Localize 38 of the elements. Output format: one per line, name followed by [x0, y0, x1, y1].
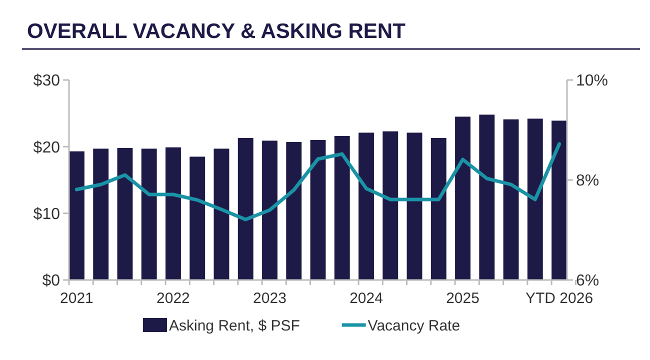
bar — [166, 147, 181, 280]
bar — [334, 136, 350, 280]
bar — [310, 140, 326, 280]
x-tick-label: 2025 — [446, 290, 480, 307]
x-tick-label: 2022 — [156, 290, 190, 307]
bar — [552, 120, 567, 280]
bar — [358, 132, 374, 280]
bar — [117, 148, 133, 280]
bar — [382, 131, 398, 280]
bar — [69, 151, 84, 280]
bar — [190, 156, 206, 280]
bar — [141, 148, 157, 280]
bar — [455, 116, 470, 280]
x-tick-label: 2021 — [60, 290, 94, 307]
y2-tick-label: 10% — [576, 72, 608, 90]
legend-label: Asking Rent, $ PSF — [169, 317, 300, 334]
bar — [503, 119, 519, 280]
legend-label: Vacancy Rate — [368, 317, 460, 334]
bar — [93, 148, 109, 280]
y-tick-label: $20 — [33, 139, 60, 156]
x-tick-label: YTD 2026 — [526, 290, 594, 307]
y-tick-label: $0 — [42, 272, 60, 290]
y-tick-label: $30 — [33, 72, 60, 90]
bar — [479, 114, 495, 280]
line-series — [74, 142, 562, 222]
y2-tick-label: 8% — [576, 172, 600, 190]
bar — [286, 142, 302, 280]
bar — [406, 132, 422, 280]
chart-title: OVERALL VACANCY & ASKING RENT — [27, 20, 406, 43]
bar — [238, 138, 254, 280]
bar — [527, 118, 543, 280]
bar — [430, 138, 446, 280]
y-tick-label: $10 — [33, 206, 60, 223]
y2-tick-label: 6% — [576, 272, 600, 290]
x-tick-label: 2024 — [350, 290, 383, 307]
bar — [262, 140, 278, 280]
x-tick-label: 2023 — [253, 290, 286, 307]
bar — [214, 148, 230, 280]
